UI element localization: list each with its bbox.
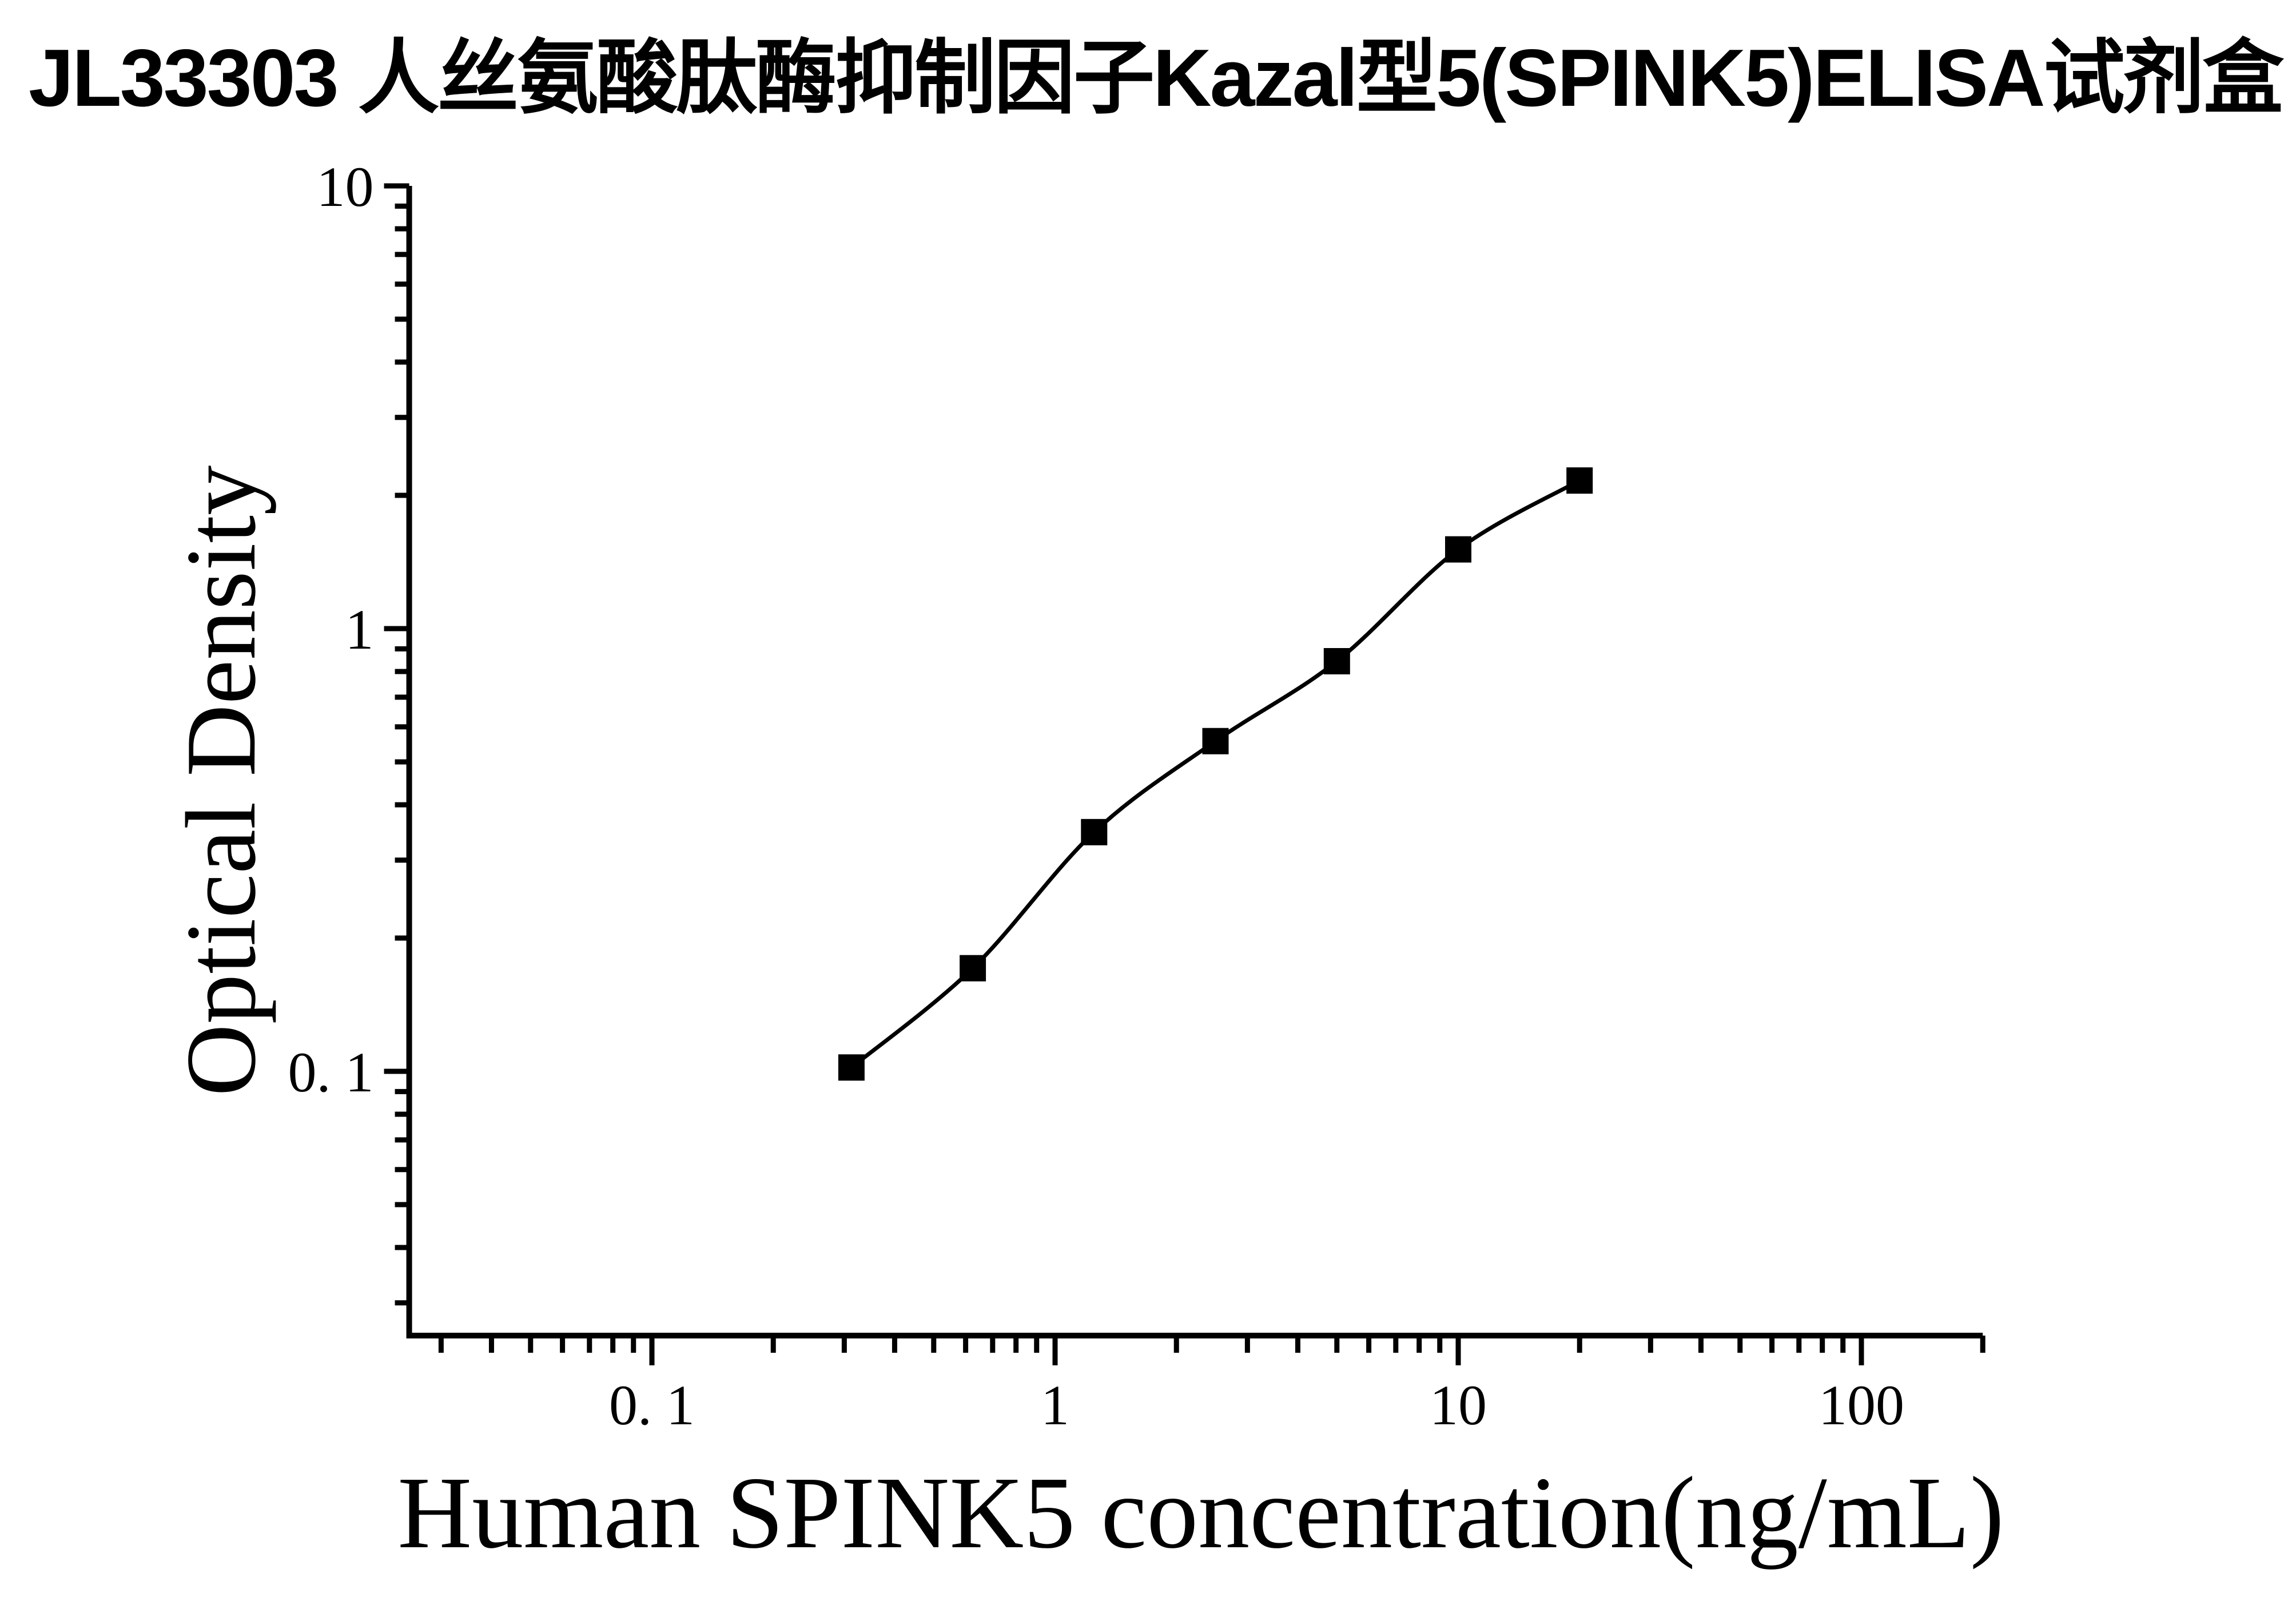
y-axis-ticks [384, 183, 409, 1306]
data-point-marker [1202, 728, 1229, 754]
data-point-marker [1566, 467, 1593, 494]
data-point-marker [838, 1054, 865, 1081]
x-axis-title: Human SPINK5 concentration(ng/mL) [397, 1456, 2004, 1570]
y-tick-labels: 10 1 0. 1 [288, 155, 374, 1104]
data-point-marker [960, 955, 986, 982]
y-tick-label: 0. 1 [288, 1040, 374, 1104]
x-tick-label: 1 [1041, 1373, 1069, 1437]
x-axis-ticks [438, 1336, 1985, 1365]
data-point-markers [838, 467, 1593, 1081]
data-point-marker [1081, 819, 1108, 845]
x-tick-label: 10 [1430, 1373, 1487, 1437]
axis-lines [406, 186, 1983, 1338]
data-point-marker [1445, 536, 1471, 563]
data-point-marker [1323, 648, 1350, 674]
y-tick-label: 1 [345, 598, 374, 661]
y-tick-label: 10 [317, 155, 374, 218]
y-axis-title: Optical Density [165, 465, 276, 1096]
plot-area: 0. 1 1 10 100 10 1 0. 1 [288, 155, 1985, 1437]
x-tick-label: 100 [1819, 1373, 1904, 1437]
x-tick-label: 0. 1 [609, 1373, 695, 1437]
x-tick-labels: 0. 1 1 10 100 [609, 1373, 1904, 1437]
figure-title: JL33303 人丝氨酸肽酶抑制因子Kazal型5(SPINK5)ELISA试剂… [29, 33, 2285, 124]
